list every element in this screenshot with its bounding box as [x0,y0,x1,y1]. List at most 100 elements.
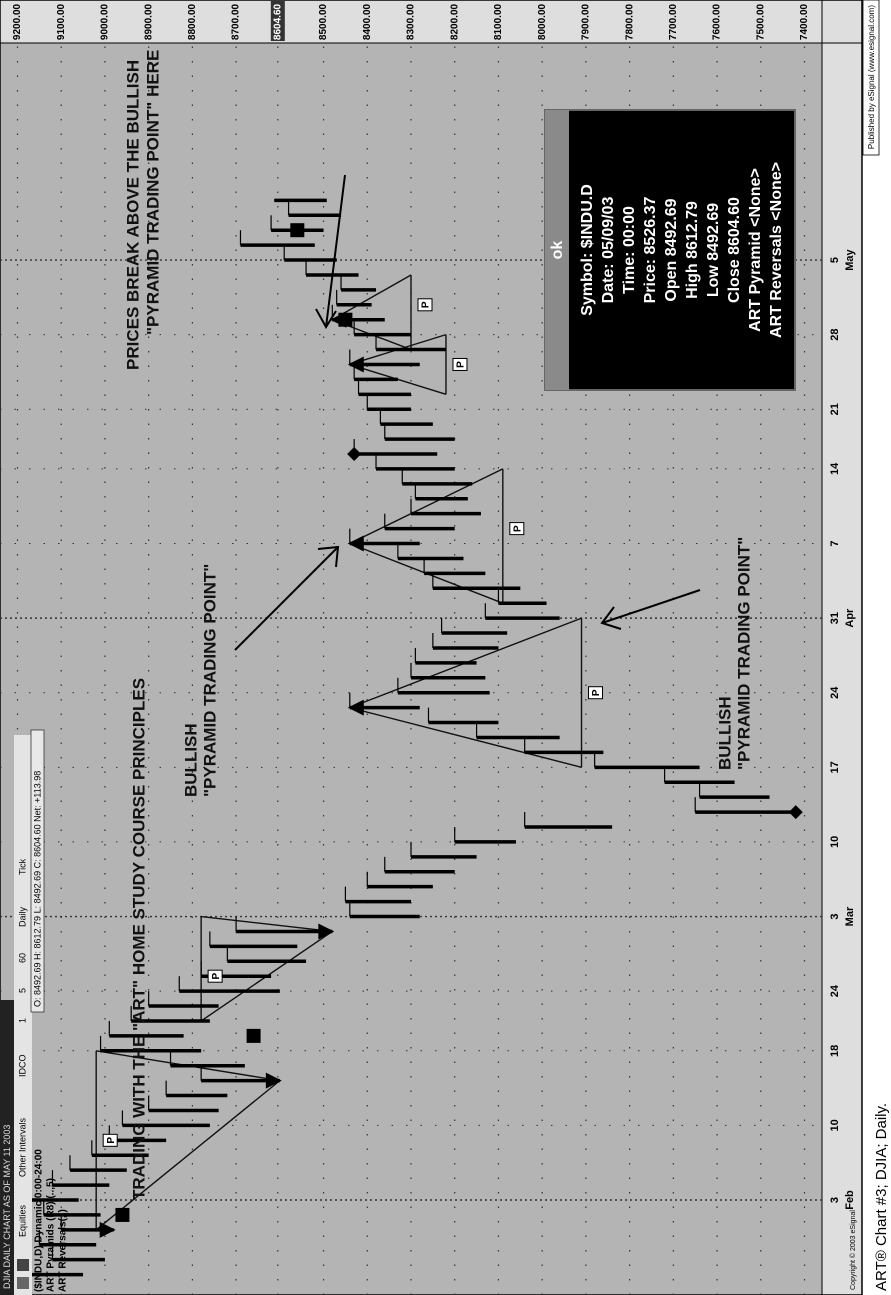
pyramid-apex [347,356,364,373]
x-tick-label: 3 [829,1197,841,1203]
p-box [452,357,468,371]
y-tick-label: 8900.00 [143,3,154,40]
pyramid-apex [347,699,364,716]
status-text: O: 8492.69 H: 8612.79 L: 8492.69 C: 8604… [32,771,42,1007]
popup-line: Time: 00:00 [621,206,638,294]
x-tick-label: 3 [829,913,841,919]
x-tick-label: 24 [829,984,841,997]
x-tick-label: 17 [829,761,841,773]
popup-line: Price: 8526.37 [642,197,659,304]
x-tick-label: 7 [829,540,841,546]
y-tick-label: 7600.00 [712,3,723,40]
y-tick-label: 8800.00 [187,3,198,40]
y-tick-label: 8500.00 [318,3,329,40]
arrow-head [315,308,337,329]
y-tick-label: 8700.00 [231,3,242,40]
y-tick-label: 8400.00 [362,3,373,40]
reversal-marker [347,447,362,461]
window-title-bar [0,1000,14,1295]
y-tick-label: 9200.00 [12,3,23,40]
arrows [234,174,701,651]
popup-line: Open 8492.69 [663,198,680,301]
popup-line: Low 8492.69 [705,203,722,297]
window-title: DJIA DAILY CHART AS OF MAY 11 2003 [2,1125,12,1289]
x-tick-label: 10 [829,1119,841,1131]
month-label: Apr [844,608,856,628]
square-marker [246,1028,261,1043]
square-marker [338,312,353,327]
p-label: P [456,361,467,368]
toolbar-item: 1 [17,1018,27,1023]
toolbar-item: 5 [17,988,27,993]
p-label: P [591,689,602,696]
pyramid-apex [99,1221,116,1238]
y-tick-label: 7400.00 [799,3,810,40]
caption: ART® Chart #3; DJIA; Daily. [873,1103,890,1291]
y-tick-label: 9100.00 [56,3,67,40]
y-tick-label: 8000.00 [537,3,548,40]
y-tick-label: 8300.00 [406,3,417,40]
pyramid-line [349,468,504,545]
plot: P P P P P P [21,198,803,1277]
toolbar-icon [17,1259,29,1271]
annotation: BULLISH [181,723,200,797]
toolbar-icon [17,1277,29,1289]
toolbar [14,735,32,1295]
popup-line: ART Reversals <None> [768,162,785,338]
x-tick-label: 18 [829,1045,841,1057]
square-marker [290,223,305,238]
toolbar-item: Other Intervals [17,1117,27,1177]
popup-line: High 8612.79 [684,201,701,299]
month-label: Mar [844,906,856,926]
popup-lines: Symbol: $INDU.D Date: 05/09/03 Time: 00:00… [579,162,785,338]
price-marker [270,1,285,41]
pyramid-apex [318,923,335,940]
pyramid-line [95,1080,281,1231]
p-box [102,1133,118,1147]
grid: 9200.00 9100.00 9000.00 8900.00 8800.00 8700.… [0,1,856,1295]
x-tick-label: 10 [829,836,841,848]
y-tick-label: 7700.00 [668,3,679,40]
toolbar-item: IDCO [17,1055,27,1078]
pyramid-line [201,915,333,933]
p-box [417,298,433,312]
annotation: "PYRAMID TRADING POINT" HERE [143,50,162,335]
copyright: Copyright © 2003 eSignal [849,1210,857,1290]
month-label: May [844,248,856,270]
p-box [588,686,604,700]
p-label: P [512,525,523,532]
chart-title: TRADING WITH THE "ART" HOME STUDY COURSE… [129,678,148,1200]
p-label: P [421,301,432,308]
popup-line: Date: 05/09/03 [600,197,617,304]
chart-frame [0,0,863,1295]
study-label: ART Pyramids (R8),(..,5) [46,1178,57,1292]
study-label: ART Reversals(,,) [58,1209,69,1292]
month-label: Feb [844,1190,856,1210]
pyramid-line [349,706,582,768]
annotation: "PYRAMID TRADING POINT" [734,537,753,770]
pyramid-apex [265,1072,282,1089]
pyramid-apex [347,535,364,552]
x-tick-label: 5 [829,257,841,263]
time-axis-background [822,0,862,1295]
square-marker [115,1207,130,1222]
p-box [207,969,223,983]
toolbar-item: Tick [17,858,27,875]
y-tick-label: 9000.00 [100,3,111,40]
annotation: "PYRAMID TRADING POINT" [200,564,219,797]
publisher: Published by eSignal (www.esignal.com) [867,5,876,149]
p-box [509,522,525,536]
toolbar-item: Equities [17,1204,27,1237]
x-tick-label: 24 [829,686,841,699]
y-tick-label: 8200.00 [449,3,460,40]
popup-header [545,110,569,390]
arrow [325,174,346,328]
x-tick-label: 28 [829,329,841,341]
p-label: P [106,1137,117,1144]
arrow-head [317,545,340,568]
arrow-head [600,606,622,630]
y-tick-label: 7500.00 [755,3,766,40]
status-box [30,729,45,1013]
x-tick-label: 14 [829,462,841,475]
